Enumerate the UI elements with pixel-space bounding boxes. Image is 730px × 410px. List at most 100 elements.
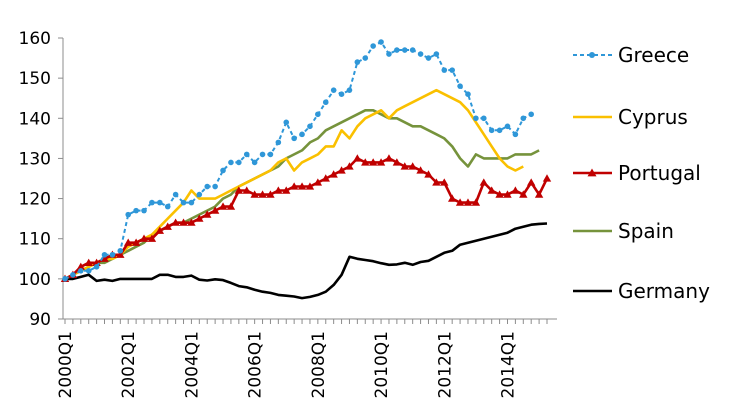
data-point-greece xyxy=(259,151,266,158)
data-point-portugal xyxy=(210,206,220,214)
data-point-greece xyxy=(243,151,250,158)
data-point-portugal xyxy=(400,162,409,170)
series-germany xyxy=(65,222,548,300)
data-point-portugal xyxy=(179,218,188,226)
data-point-portugal xyxy=(226,202,236,210)
data-point-portugal xyxy=(376,158,386,166)
data-point-portugal xyxy=(440,178,449,186)
data-point-portugal xyxy=(416,166,425,174)
y-tick-label: 150 xyxy=(19,69,51,89)
data-point-portugal xyxy=(187,218,196,226)
data-point-portugal xyxy=(242,186,251,194)
data-point-portugal xyxy=(195,214,204,222)
series-greece xyxy=(62,39,534,282)
series-line-germany xyxy=(65,222,548,300)
y-tick-label: 110 xyxy=(19,230,51,250)
data-point-portugal xyxy=(353,154,362,162)
data-point-greece xyxy=(212,183,218,190)
data-point-portugal xyxy=(289,182,299,190)
data-point-portugal xyxy=(274,186,283,194)
data-point-portugal xyxy=(329,170,338,178)
data-point-portugal xyxy=(361,158,370,166)
data-point-greece xyxy=(370,43,376,49)
legend-item-spain: Spain xyxy=(573,219,674,243)
data-point-greece xyxy=(180,199,187,206)
data-point-greece xyxy=(149,199,155,206)
legend-marker xyxy=(587,168,597,177)
data-point-greece xyxy=(70,272,76,278)
data-point-greece xyxy=(346,87,353,93)
legend-label: Portugal xyxy=(618,161,701,185)
x-tick-label: 2008Q1 xyxy=(309,331,329,398)
data-point-greece xyxy=(101,251,108,258)
y-tick-label: 140 xyxy=(19,109,51,129)
data-point-greece xyxy=(291,135,297,142)
series-layer xyxy=(60,39,552,300)
data-point-portugal xyxy=(526,178,536,186)
data-point-greece xyxy=(338,91,345,97)
data-point-portugal xyxy=(479,178,488,186)
x-tick-label: 2014Q1 xyxy=(498,331,518,398)
x-tick-label: 2004Q1 xyxy=(182,331,202,398)
legend-item-cyprus: Cyprus xyxy=(573,105,688,129)
data-point-portugal xyxy=(519,190,528,198)
data-point-greece xyxy=(528,111,534,118)
series-spain xyxy=(64,109,540,281)
data-point-portugal xyxy=(392,158,402,166)
data-point-portugal xyxy=(234,186,244,194)
legend: Greece Cyprus Portugal Spain Germany xyxy=(573,43,710,303)
data-point-greece xyxy=(228,159,234,166)
data-point-greece xyxy=(354,59,361,65)
data-point-greece xyxy=(62,276,68,282)
x-axis: 2000Q1 2002Q1 2004Q1 2006Q1 2008Q1 2010Q1 2012… xyxy=(56,318,557,398)
data-point-portugal xyxy=(250,190,259,198)
data-point-greece xyxy=(109,251,116,258)
data-point-portugal xyxy=(203,210,212,218)
data-point-portugal xyxy=(463,198,473,206)
data-point-greece xyxy=(496,127,503,134)
data-point-portugal xyxy=(495,190,504,198)
legend-label: Spain xyxy=(618,219,674,243)
data-point-portugal xyxy=(321,174,330,182)
y-axis: 90 100 110 120 130 140 150 160 xyxy=(19,29,64,330)
data-point-greece xyxy=(236,159,242,166)
data-point-greece xyxy=(188,199,195,206)
data-point-portugal xyxy=(368,158,378,166)
data-point-portugal xyxy=(511,186,520,194)
legend-label: Cyprus xyxy=(618,105,688,129)
data-point-portugal xyxy=(542,174,552,182)
data-point-greece xyxy=(275,139,282,146)
data-point-greece xyxy=(133,207,139,214)
data-point-greece xyxy=(449,67,455,73)
data-point-greece xyxy=(512,131,519,138)
data-point-portugal xyxy=(116,250,125,258)
data-point-portugal xyxy=(282,186,291,194)
data-point-greece xyxy=(283,119,290,126)
legend-label: Germany xyxy=(618,279,710,303)
series-line-spain xyxy=(64,109,540,281)
data-point-greece xyxy=(307,123,313,130)
data-point-portugal xyxy=(345,162,354,170)
data-point-greece xyxy=(93,264,100,270)
y-tick-label: 130 xyxy=(19,149,51,169)
data-point-greece xyxy=(441,67,448,73)
data-point-greece xyxy=(417,51,424,57)
data-point-greece xyxy=(520,115,527,122)
x-tick-label: 2012Q1 xyxy=(435,331,455,398)
legend-item-portugal: Portugal xyxy=(573,161,701,185)
data-point-greece xyxy=(85,268,92,274)
data-point-portugal xyxy=(503,190,512,198)
data-point-greece xyxy=(362,55,369,61)
data-point-greece xyxy=(125,211,132,218)
data-point-portugal xyxy=(424,170,433,178)
data-point-greece xyxy=(425,55,432,61)
data-point-greece xyxy=(504,123,511,130)
data-point-greece xyxy=(386,51,392,57)
data-point-greece xyxy=(196,191,203,198)
data-point-portugal xyxy=(487,186,496,194)
data-point-portugal xyxy=(534,190,544,198)
data-point-greece xyxy=(267,151,274,158)
series-line-portugal xyxy=(64,157,549,281)
y-tick-label: 100 xyxy=(19,270,51,290)
legend-item-germany: Germany xyxy=(573,279,710,303)
